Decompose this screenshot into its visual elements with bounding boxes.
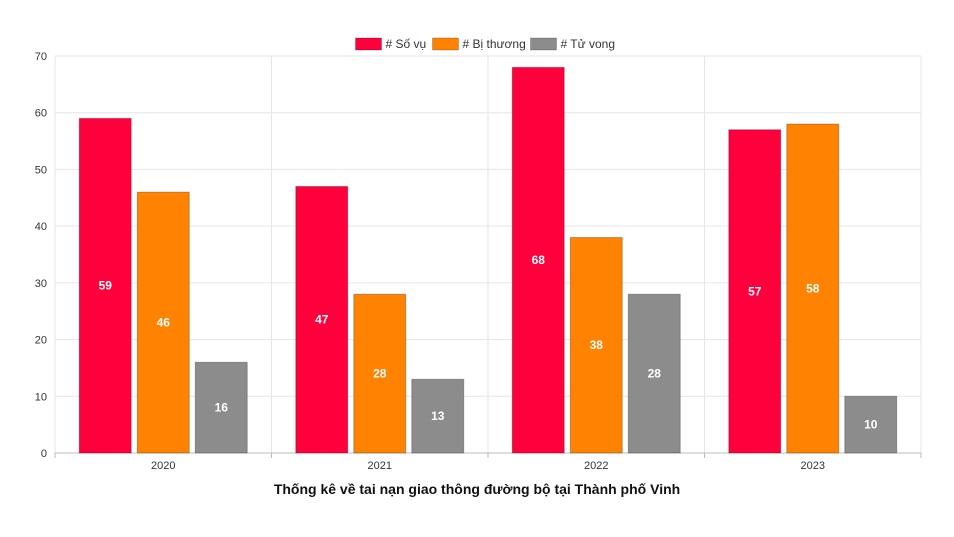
bar-value-label: 47	[315, 313, 329, 327]
x-tick-label: 2021	[368, 460, 392, 472]
bar-value-label: 58	[806, 282, 820, 296]
bar	[136, 191, 190, 454]
x-tick-label: 2020	[151, 460, 175, 472]
y-tick-label: 40	[35, 221, 47, 233]
bar-value-label: 28	[648, 367, 662, 381]
bar-value-label: 10	[864, 418, 878, 432]
x-tick-label: 2023	[801, 460, 825, 472]
bar	[511, 66, 565, 454]
chart-title: Thống kê về tai nạn giao thông đường bộ …	[274, 481, 680, 497]
legend-label: # Tử vong	[561, 37, 616, 51]
y-tick-label: 10	[35, 391, 47, 403]
legend-swatch	[432, 37, 459, 51]
bar	[627, 293, 681, 454]
y-tick-label: 0	[41, 448, 47, 460]
bar	[786, 123, 840, 454]
legend-item[interactable]: # Số vụ	[355, 37, 427, 51]
bar	[844, 395, 898, 454]
bar-value-label: 38	[590, 338, 604, 352]
legend-item[interactable]: # Tử vong	[530, 37, 616, 51]
legend-item[interactable]: # Bị thương	[432, 37, 526, 51]
bar-value-label: 57	[748, 284, 762, 298]
bar	[411, 378, 465, 454]
bar-value-label: 68	[532, 253, 546, 267]
bar	[78, 117, 132, 454]
chart-legend: # Số vụ # Bị thương # Tử vong	[355, 37, 616, 51]
bar	[194, 361, 248, 454]
y-tick-label: 30	[35, 278, 47, 290]
bar	[569, 236, 623, 454]
legend-label: # Số vụ	[386, 37, 427, 51]
bar	[353, 293, 407, 454]
legend-swatch	[530, 37, 557, 51]
chart-bars: 59 46 16 47 28 13 68 38 28 57 58 10	[78, 66, 898, 454]
bar-value-label: 59	[99, 279, 113, 293]
y-tick-label: 60	[35, 108, 47, 120]
legend-swatch	[355, 37, 382, 51]
x-tick-label: 2022	[584, 460, 608, 472]
x-axis: 2020 2021 2022 2023	[54, 452, 922, 472]
bar-value-label: 46	[157, 316, 171, 330]
bar	[295, 185, 349, 454]
bar-value-label: 28	[373, 367, 387, 381]
bar-value-label: 16	[215, 401, 229, 415]
y-tick-label: 20	[35, 335, 47, 347]
bar	[728, 129, 782, 454]
y-axis: 0 10 20 30 40 50 60 70	[35, 51, 47, 460]
bar-value-label: 13	[431, 409, 445, 423]
legend-label: # Bị thương	[463, 37, 526, 51]
y-tick-label: 50	[35, 164, 47, 176]
y-tick-label: 70	[35, 51, 47, 63]
